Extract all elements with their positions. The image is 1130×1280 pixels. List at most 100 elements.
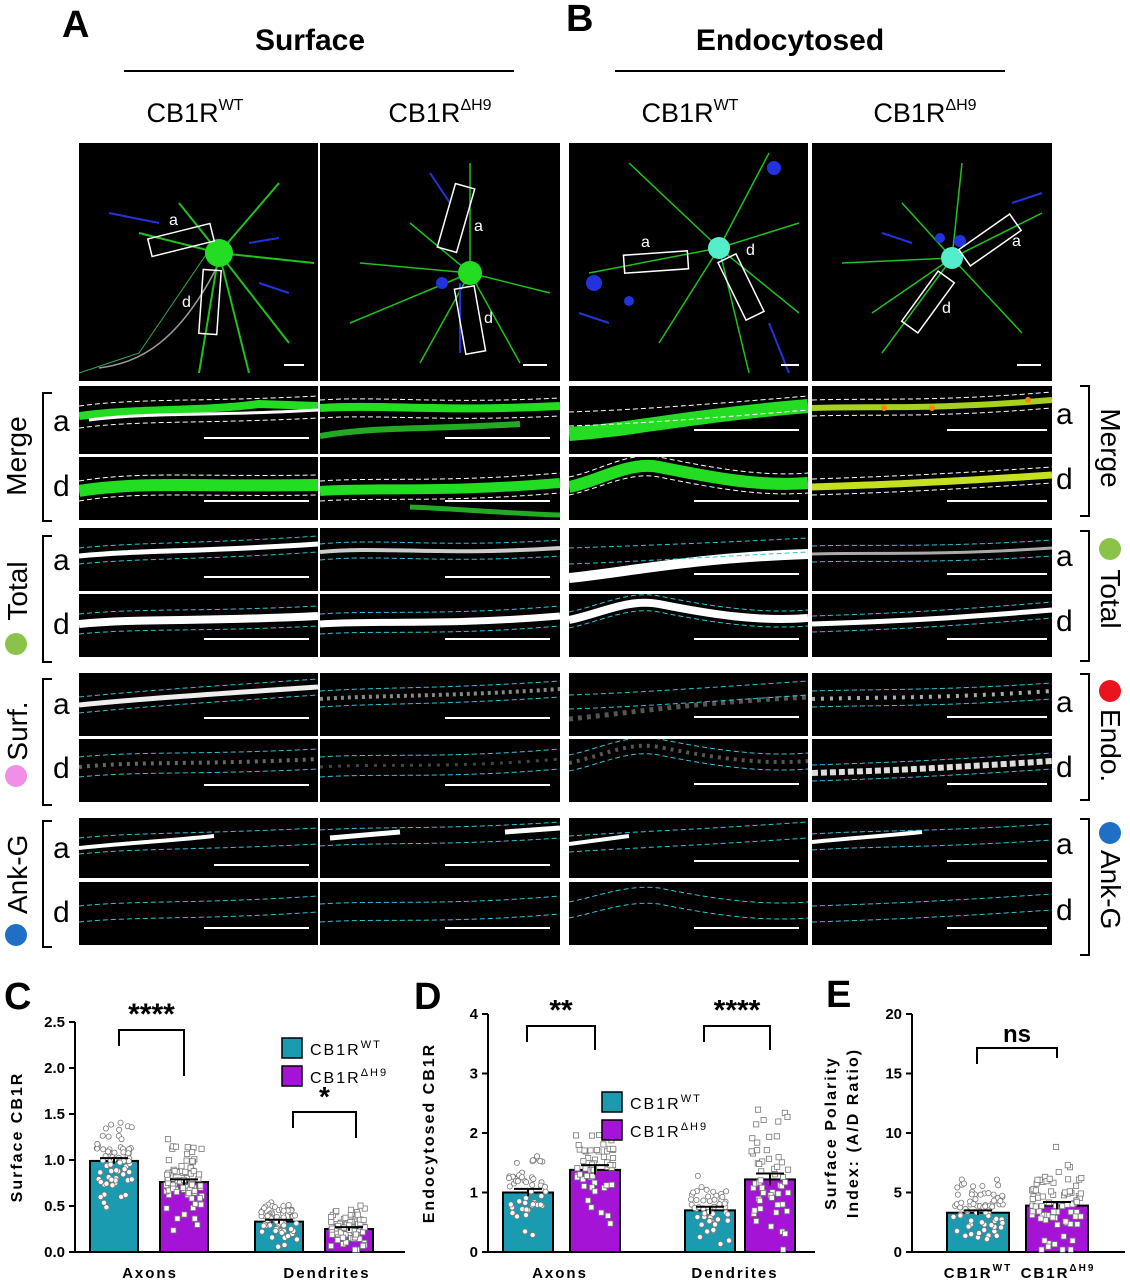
data-point [698,1221,705,1228]
data-point [280,1207,287,1214]
data-point [108,1168,115,1175]
data-point [1069,1237,1076,1244]
data-point [118,1136,125,1143]
data-point [163,1205,170,1212]
data-point [778,1183,785,1190]
data-point [97,1169,104,1176]
strip-surf-d-surface-dh9 [320,739,560,802]
significance-bracket [118,1029,185,1076]
data-point [121,1166,128,1173]
data-point [998,1224,1005,1231]
data-point [703,1186,710,1193]
data-point [1029,1208,1036,1215]
data-point [1077,1213,1084,1220]
data-point [165,1157,172,1164]
data-point [529,1182,536,1189]
data-point [696,1234,703,1241]
strip-endo-d-endo-wt [569,739,808,802]
data-point [116,1159,123,1166]
data-point [352,1246,359,1253]
y-tick-label: 0 [470,1244,478,1261]
data-point [587,1147,594,1154]
data-point [190,1168,197,1175]
header-endocytosed: Endocytosed [695,24,885,57]
genotype-label-endo-dh9: CB1RΔH9 [873,97,977,128]
chart-polarity-index: 0 5 10 15 20 Surface Polarity Index: (A/D Rati… [823,1006,1125,1280]
svg-text:a: a [641,234,650,251]
y-tick-label: 4 [470,1006,479,1023]
data-point [108,1121,115,1128]
bracket-merge-right [1080,385,1090,517]
lane-d-ankg-right: d [1056,894,1073,927]
data-point [108,1176,115,1183]
svg-text:d: d [746,242,755,259]
data-point [181,1211,188,1218]
row-label-merge-left: Merge [1,416,32,496]
genotype-label-surface-dh9: CB1RΔH9 [388,97,492,128]
data-point [97,1178,104,1185]
data-point [780,1246,787,1253]
strip-endo-d-endo-dh9 [812,739,1052,802]
data-point [954,1184,961,1191]
data-point [985,1190,992,1197]
data-point [1048,1188,1055,1195]
y-tick-label: 2 [470,1125,478,1142]
strip-ankg-a-surface-dh9 [320,818,560,878]
data-point [957,1212,964,1219]
data-point [753,1121,760,1128]
data-point [583,1172,590,1179]
data-point [999,1192,1006,1199]
data-point [950,1213,957,1220]
data-point [1062,1218,1069,1225]
strip-merge-d-surface-dh9 [320,457,560,520]
data-point [1049,1214,1056,1221]
data-point [591,1188,598,1195]
data-point [530,1176,537,1183]
total-channel-dot-right [1099,538,1121,560]
data-point [700,1197,707,1204]
data-point [196,1171,203,1178]
data-point [514,1178,521,1185]
bracket-surf-left [42,678,52,806]
data-point [334,1237,341,1244]
data-point [516,1198,523,1205]
data-point [593,1146,600,1153]
data-point [710,1226,717,1233]
row-label-endo-right: Endo. [1095,709,1126,783]
x-category-label: CB1RWT [944,1263,1012,1280]
strip-ankg-d-surface-wt [79,882,318,945]
y-tick-label: 20 [885,1006,902,1023]
data-point [99,1132,106,1139]
y-tick-label: 3 [470,1066,478,1083]
data-point [1046,1175,1053,1182]
data-point [537,1201,544,1208]
row-label-ankg-left: Ank-G [2,834,33,914]
data-point [183,1157,190,1164]
data-point [610,1154,617,1161]
data-point [710,1188,717,1195]
strip-endo-a-endo-dh9 [812,673,1052,736]
data-point [197,1182,204,1189]
y-tick-label: 15 [885,1066,902,1083]
legend-swatch-dh9 [601,1119,623,1141]
lane-a-ankg-left: a [53,832,70,865]
data-point [773,1133,780,1140]
data-point [763,1147,770,1154]
legend-label-wt: CB1RWT [630,1093,702,1113]
legend-swatch-wt [281,1037,303,1059]
data-point [600,1153,607,1160]
data-point [962,1232,969,1239]
data-point [768,1223,775,1230]
bracket-ankg-right [1080,818,1090,956]
bracket-merge-left [42,392,52,522]
data-point [261,1205,268,1212]
significance-bracket [292,1111,357,1138]
lane-a-surf-left: a [53,688,70,721]
data-point [778,1159,785,1166]
data-point [278,1229,285,1236]
data-point [122,1192,129,1199]
data-point [102,1125,109,1132]
data-point [756,1197,763,1204]
data-point [782,1230,789,1237]
y-tick-label: 10 [885,1125,902,1142]
